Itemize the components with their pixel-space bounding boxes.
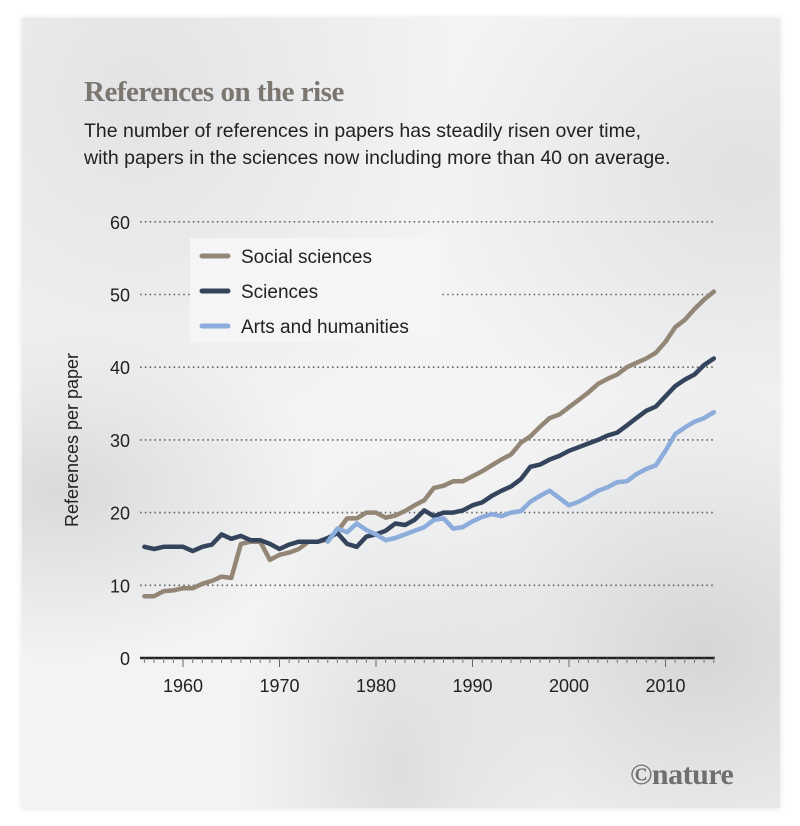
legend-background	[190, 238, 440, 342]
y-axis-tick-labels: 0 10 20 30 40 50 60	[110, 213, 130, 669]
x-tick-label: 2010	[645, 676, 685, 696]
y-tick-label: 40	[110, 358, 130, 378]
nature-credit-logo: ©nature	[630, 758, 734, 791]
series-line-arts-and-humanities	[325, 410, 717, 544]
subtitle-line: with papers in the sciences now includin…	[84, 147, 671, 169]
y-tick-label: 10	[110, 576, 130, 596]
legend-label: Arts and humanities	[241, 317, 409, 338]
chart-title: References on the rise	[84, 76, 344, 108]
legend: Social sciences Sciences Arts and humaniti…	[190, 238, 440, 342]
x-tick-label: 1970	[259, 676, 299, 696]
y-tick-label: 20	[110, 504, 130, 524]
x-axis: 1960 1970 1980 1990 2000 2010	[140, 656, 715, 696]
x-tick-label: 1960	[163, 676, 203, 696]
y-tick-label: 50	[110, 286, 130, 306]
crumpled-paper-background	[22, 18, 780, 808]
y-axis-title: References per paper	[62, 353, 82, 527]
y-tick-label: 60	[110, 213, 130, 233]
series-line-social-sciences	[142, 289, 717, 599]
y-tick-label: 30	[110, 431, 130, 451]
series-lines	[142, 289, 717, 599]
x-tick-label: 1990	[452, 676, 492, 696]
legend-label: Social sciences	[241, 247, 372, 268]
y-tick-label: 0	[120, 649, 130, 669]
subtitle-line: The number of references in papers has s…	[84, 120, 642, 142]
chart-subtitle: The number of references in papers has s…	[84, 118, 764, 172]
series-line-sciences	[142, 356, 717, 554]
x-tick-label: 1980	[356, 676, 396, 696]
x-tick-label: 2000	[549, 676, 589, 696]
legend-label: Sciences	[241, 282, 318, 303]
